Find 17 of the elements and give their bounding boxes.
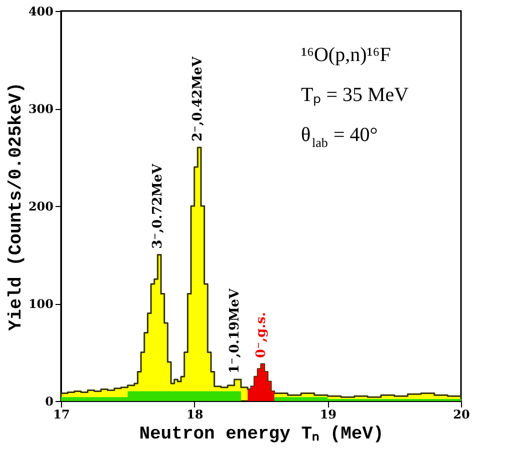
x-tick-label: 19: [320, 408, 337, 422]
annotation: 0⁻,g.s.: [254, 312, 269, 358]
x-tick-label: 20: [453, 408, 470, 422]
annotation: Tₚ = 35 MeV: [301, 84, 410, 106]
y-tick-label: 0: [45, 394, 54, 408]
y-tick-label: 100: [28, 297, 54, 311]
y-axis-title: Yield (Counts/0.025keV): [6, 82, 26, 331]
annotation: ¹⁶O(p,n)¹⁶F: [301, 44, 391, 66]
annotation: 1⁻,0.19MeV: [227, 288, 242, 374]
y-tick-label: 200: [28, 200, 54, 214]
x-tick-label: 17: [53, 408, 70, 422]
annotation: 2⁻,0.42MeV: [190, 56, 206, 142]
annotation: 3⁻,0.72MeV: [150, 162, 166, 249]
y-tick-label: 400: [28, 4, 54, 18]
x-tick-label: 18: [186, 408, 204, 422]
y-tick-label: 300: [28, 102, 54, 116]
x-axis-title: Neutron energy Tₙ (MeV): [139, 424, 384, 444]
